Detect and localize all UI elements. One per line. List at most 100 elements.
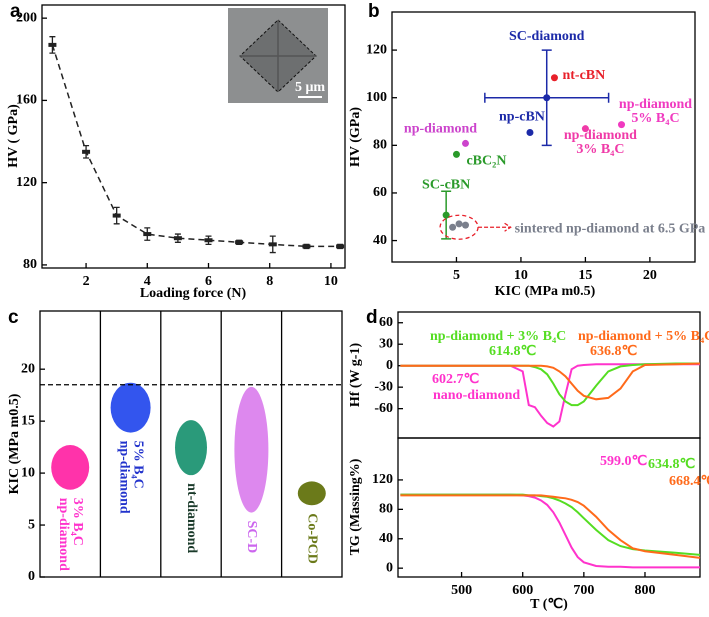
annotation: 599.0℃ [600, 454, 648, 469]
point-label: np-cBN [499, 110, 545, 125]
annotation: 634.8℃ [648, 457, 696, 472]
category-label: Co-PCD [305, 513, 320, 564]
point [449, 223, 457, 231]
curve [400, 493, 701, 556]
plot-frame [391, 11, 696, 263]
highlight-arrow [478, 222, 512, 232]
point [543, 94, 551, 102]
y-axis-label: TG (Massing%) [348, 458, 363, 555]
annotation: 636.8℃ [590, 344, 638, 359]
x-tick-label: 2 [83, 274, 90, 289]
category-label: np-diamond [116, 441, 131, 514]
point-label: SC-cBN [422, 177, 470, 192]
x-tick-label: 500 [451, 583, 472, 598]
curve [400, 363, 700, 428]
y-axis-label: KIC (MPa m0.5) [7, 393, 22, 494]
y-tick-label: 80 [373, 138, 387, 153]
x-tick-label: 4 [144, 274, 151, 289]
y-tick-label: 120 [366, 42, 387, 57]
y-axis-label: HV (GPa) [348, 107, 363, 167]
y-tick-label: 5 [28, 517, 35, 532]
point [442, 211, 450, 219]
series-label: nano-diamond [433, 388, 520, 403]
y-tick-label: 30 [379, 336, 393, 351]
series-label: np-diamond + 5% B₄C [578, 329, 709, 344]
series-label: np-diamond + 3% B₄C [430, 329, 566, 344]
category-label: 5% B₄C [130, 441, 145, 489]
y-tick-label: 100 [366, 90, 387, 105]
y-tick-label: -30 [374, 379, 393, 394]
y-tick-label: 0 [386, 358, 393, 373]
annotation: 614.8℃ [489, 344, 537, 359]
range-ellipse [110, 382, 151, 433]
y-tick-label: 20 [21, 361, 35, 376]
x-tick-label: 700 [573, 583, 594, 598]
x-tick-label: 20 [643, 268, 657, 283]
point [550, 74, 558, 82]
point [461, 139, 469, 147]
panel-label: c [8, 307, 19, 328]
y-tick-label: 40 [379, 531, 393, 546]
panel-label: a [10, 1, 21, 22]
inset-diagonals [240, 20, 316, 92]
plot-frame [41, 4, 346, 269]
point-label: nt-cBN [562, 68, 605, 83]
y-tick-label: 200 [16, 10, 37, 25]
point-label: sintered np-diamond at 6.5 GPa [515, 221, 706, 236]
y-tick-label: 60 [373, 185, 387, 200]
x-tick-label: 10 [324, 274, 338, 289]
panel-label: b [368, 1, 380, 22]
plot-frame [39, 310, 343, 578]
range-ellipse [175, 420, 207, 476]
point [618, 121, 626, 129]
x-tick-label: 15 [578, 268, 592, 283]
curve [400, 362, 701, 401]
point [581, 125, 589, 133]
x-axis-label: KIC (MPa m0.5) [495, 284, 596, 299]
category-label: SC-D [244, 521, 259, 554]
y-tick-label: -60 [374, 401, 393, 416]
point [461, 221, 469, 229]
x-tick-label: 800 [634, 583, 655, 598]
range-ellipse [297, 481, 326, 506]
y-tick-label: 120 [372, 472, 393, 487]
y-tick-label: 80 [23, 257, 37, 272]
point [268, 242, 277, 247]
x-tick-label: 10 [514, 268, 528, 283]
point [48, 42, 57, 47]
fit-line [51, 44, 341, 248]
x-tick-label: 8 [266, 274, 273, 289]
x-axis-label: Loading force (N) [140, 286, 247, 301]
y-tick-label: 0 [386, 560, 393, 575]
y-tick-label: 15 [21, 413, 35, 428]
point [173, 236, 182, 241]
curve [400, 493, 700, 569]
y-tick-label: 80 [379, 502, 393, 517]
point-label: SC-diamond [509, 29, 585, 44]
category-label: 3% B₄C [70, 498, 85, 546]
panel-label: d [366, 307, 378, 328]
plot-frame [397, 437, 701, 578]
annotation: 668.4℃ [669, 474, 709, 489]
annotation: 602.7℃ [432, 372, 480, 387]
point [143, 232, 152, 237]
curve [400, 494, 701, 559]
y-tick-label: 10 [21, 465, 35, 480]
range-ellipse [234, 386, 269, 513]
category-label: nt-diamond [184, 483, 199, 553]
point [452, 150, 460, 158]
point [82, 149, 91, 154]
x-tick-label: 5 [453, 268, 460, 283]
point [302, 244, 311, 249]
point-label: cBC₂N [466, 154, 506, 169]
range-ellipse [51, 445, 90, 490]
y-tick-label: 40 [373, 233, 387, 248]
point [336, 244, 345, 249]
y-tick-label: 60 [379, 315, 393, 330]
x-axis-label: T (℃) [530, 597, 568, 612]
point-label: np-diamond [564, 128, 637, 143]
point-label: 3% B₄C [576, 142, 624, 157]
category-label: np-diamond [56, 498, 71, 571]
point [204, 238, 213, 243]
